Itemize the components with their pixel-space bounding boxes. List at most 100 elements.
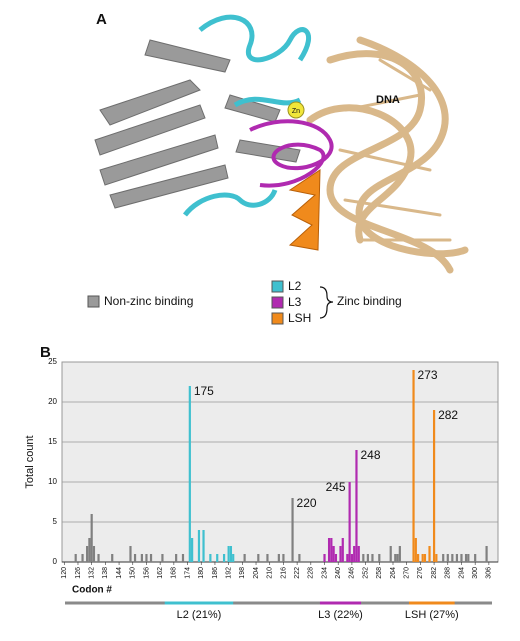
- brace: [319, 286, 334, 319]
- zinc-legend: L2 L3 LSH: [271, 279, 311, 325]
- bar: [455, 554, 459, 562]
- x-tick-label: 132: [89, 567, 96, 579]
- x-tick-label: 228: [308, 567, 315, 579]
- x-tick-label: 126: [75, 567, 82, 579]
- bar: [202, 530, 205, 562]
- bar: [243, 554, 246, 562]
- bar: [366, 554, 369, 562]
- region-label: LSH (27%): [405, 609, 459, 621]
- x-tick-label: 204: [253, 567, 260, 579]
- zinc-atom: [287, 101, 305, 119]
- bar: [341, 538, 344, 562]
- bar: [216, 554, 219, 562]
- bar: [111, 554, 114, 562]
- x-tick-label: 150: [130, 567, 137, 579]
- bar: [86, 546, 89, 562]
- x-tick-label: 252: [362, 567, 369, 579]
- bar: [327, 538, 331, 562]
- bar: [227, 546, 230, 562]
- bar: [222, 554, 226, 562]
- bar: [485, 546, 488, 562]
- bar: [74, 554, 77, 562]
- bar: [432, 410, 436, 562]
- bar: [417, 554, 420, 562]
- y-tick-label: 5: [53, 517, 58, 526]
- bar: [357, 546, 360, 562]
- bar: [188, 386, 191, 562]
- bar: [88, 538, 91, 562]
- x-tick-label: 300: [472, 567, 479, 579]
- chart-panel: B Total count Codon # 0 5 10 15 20 25 120 126 13…: [24, 344, 499, 621]
- bar: [348, 482, 351, 562]
- bar: [423, 554, 427, 562]
- bar: [298, 554, 301, 562]
- x-tick-label: 210: [267, 567, 274, 579]
- x-tick-label: 120: [61, 567, 68, 579]
- bar: [414, 538, 417, 562]
- bar: [145, 554, 148, 562]
- annotation: 248: [360, 448, 380, 462]
- bar: [330, 538, 333, 562]
- bar: [129, 546, 132, 562]
- bar: [464, 554, 468, 562]
- x-tick-label: 174: [184, 567, 191, 579]
- x-tick-label: 186: [212, 567, 219, 579]
- bar: [396, 554, 399, 562]
- x-tick-label: 294: [458, 567, 465, 579]
- bar: [161, 554, 164, 562]
- x-tick-label: 168: [171, 567, 178, 579]
- x-tick-label: 306: [486, 567, 493, 579]
- bar: [389, 546, 392, 562]
- bar: [175, 554, 178, 562]
- structure-panel: A DNA Zn N: [87, 11, 469, 325]
- bar: [435, 554, 438, 562]
- x-tick-label: 288: [445, 567, 452, 579]
- bar: [323, 554, 326, 562]
- bar: [346, 554, 349, 562]
- bar: [191, 538, 194, 562]
- x-tick-label: 144: [116, 567, 123, 579]
- y-tick-label: 20: [48, 397, 57, 406]
- panel-label: A: [96, 11, 107, 28]
- bar: [421, 554, 424, 562]
- x-tick-label: 240: [335, 567, 342, 579]
- bar: [451, 554, 454, 562]
- bar: [257, 554, 260, 562]
- legend-swatch: [271, 280, 284, 293]
- legend-label: LSH: [288, 311, 311, 325]
- x-tick-label: 216: [280, 567, 287, 579]
- zn-label: Zn: [292, 108, 300, 115]
- lsh-region: [288, 169, 321, 251]
- bar: [378, 554, 381, 562]
- x-tick-label: 246: [349, 567, 356, 579]
- x-tick-label: 192: [225, 567, 232, 579]
- annotation: 245: [326, 480, 346, 494]
- bar: [92, 546, 96, 562]
- x-tick-label: 276: [417, 567, 424, 579]
- y-tick-label: 10: [48, 477, 57, 486]
- x-tick-label: 264: [390, 567, 397, 579]
- annotation: 175: [194, 384, 214, 398]
- x-tick-label: 180: [198, 567, 205, 579]
- x-tick-label: 222: [294, 567, 301, 579]
- bar: [282, 554, 285, 562]
- bar: [181, 554, 185, 562]
- legend-swatch: [271, 312, 284, 325]
- region-label: L2 (21%): [177, 609, 222, 621]
- dna-label: DNA: [376, 94, 400, 106]
- legend-swatch: [87, 295, 100, 308]
- legend-label: Non-zinc binding: [104, 294, 193, 308]
- x-tick-label: 138: [102, 567, 109, 579]
- bar: [442, 554, 445, 562]
- annotation: 282: [438, 408, 458, 422]
- annotation: 273: [418, 368, 438, 382]
- bar: [140, 554, 143, 562]
- x-tick-label: 162: [157, 567, 164, 579]
- bar: [332, 546, 335, 562]
- bar: [446, 554, 449, 562]
- legend-label: L3: [288, 295, 302, 309]
- annotation: 220: [297, 496, 317, 510]
- bar: [355, 450, 358, 562]
- l3-region: [249, 119, 334, 188]
